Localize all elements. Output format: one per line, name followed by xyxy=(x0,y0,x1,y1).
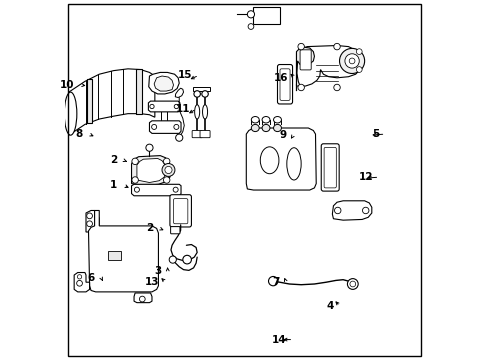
Circle shape xyxy=(163,177,169,183)
Ellipse shape xyxy=(64,92,77,135)
Circle shape xyxy=(132,158,138,165)
Text: 9: 9 xyxy=(279,130,286,140)
Circle shape xyxy=(356,67,362,72)
Circle shape xyxy=(132,177,138,183)
Circle shape xyxy=(333,84,340,91)
Text: 1: 1 xyxy=(110,180,117,190)
Circle shape xyxy=(164,166,172,174)
Polygon shape xyxy=(154,76,173,91)
FancyBboxPatch shape xyxy=(300,50,310,70)
Circle shape xyxy=(149,104,154,109)
Circle shape xyxy=(86,213,92,219)
Polygon shape xyxy=(246,128,316,190)
Ellipse shape xyxy=(262,117,269,123)
Circle shape xyxy=(346,279,357,289)
Bar xyxy=(192,87,209,91)
FancyBboxPatch shape xyxy=(324,147,336,188)
Ellipse shape xyxy=(251,117,259,123)
Polygon shape xyxy=(74,273,89,292)
Polygon shape xyxy=(137,158,165,183)
Polygon shape xyxy=(86,211,99,232)
Polygon shape xyxy=(131,156,171,185)
Circle shape xyxy=(297,84,304,91)
Circle shape xyxy=(362,207,368,214)
Circle shape xyxy=(134,187,139,192)
Polygon shape xyxy=(69,69,155,135)
FancyBboxPatch shape xyxy=(321,144,339,191)
Text: 2: 2 xyxy=(110,155,117,165)
Polygon shape xyxy=(148,72,179,94)
Circle shape xyxy=(247,11,254,18)
Polygon shape xyxy=(131,184,181,196)
Circle shape xyxy=(77,280,82,286)
Text: 4: 4 xyxy=(325,301,333,311)
Circle shape xyxy=(151,125,156,130)
Circle shape xyxy=(162,163,175,176)
Text: 7: 7 xyxy=(272,277,279,287)
Polygon shape xyxy=(332,201,371,220)
Ellipse shape xyxy=(202,105,207,119)
Ellipse shape xyxy=(251,125,259,132)
Text: 15: 15 xyxy=(178,70,192,80)
Circle shape xyxy=(139,296,145,302)
Circle shape xyxy=(247,24,253,30)
Polygon shape xyxy=(88,211,158,292)
Ellipse shape xyxy=(273,125,281,132)
Ellipse shape xyxy=(194,105,199,119)
Circle shape xyxy=(356,49,362,54)
FancyBboxPatch shape xyxy=(200,131,210,138)
Circle shape xyxy=(173,187,178,192)
Ellipse shape xyxy=(286,148,301,180)
Ellipse shape xyxy=(194,91,200,97)
Polygon shape xyxy=(148,101,180,112)
Text: 12: 12 xyxy=(358,172,372,182)
FancyBboxPatch shape xyxy=(192,131,202,138)
Circle shape xyxy=(174,125,179,130)
Circle shape xyxy=(77,275,81,279)
Text: 3: 3 xyxy=(154,266,161,276)
Text: 8: 8 xyxy=(75,129,82,139)
FancyBboxPatch shape xyxy=(169,195,191,227)
Circle shape xyxy=(297,43,304,50)
Bar xyxy=(136,69,142,114)
Ellipse shape xyxy=(260,147,278,174)
Circle shape xyxy=(86,221,92,226)
Circle shape xyxy=(333,43,340,50)
Circle shape xyxy=(348,58,354,64)
FancyBboxPatch shape xyxy=(173,199,187,224)
FancyBboxPatch shape xyxy=(277,64,292,104)
Bar xyxy=(253,7,280,24)
Circle shape xyxy=(268,276,277,286)
Circle shape xyxy=(174,104,178,109)
Text: 13: 13 xyxy=(144,277,159,287)
Circle shape xyxy=(175,134,183,141)
Polygon shape xyxy=(296,47,314,86)
Text: 14: 14 xyxy=(272,334,286,345)
Circle shape xyxy=(163,158,169,165)
Polygon shape xyxy=(134,293,152,303)
Text: 10: 10 xyxy=(60,80,74,90)
Circle shape xyxy=(169,256,176,263)
Text: 6: 6 xyxy=(87,273,94,283)
Circle shape xyxy=(334,207,340,214)
Polygon shape xyxy=(175,88,183,98)
FancyBboxPatch shape xyxy=(280,69,289,100)
Text: 11: 11 xyxy=(175,104,190,114)
Ellipse shape xyxy=(273,117,281,123)
Polygon shape xyxy=(149,121,181,134)
Ellipse shape xyxy=(262,125,269,132)
Circle shape xyxy=(344,54,359,68)
Text: 2: 2 xyxy=(145,224,153,233)
Ellipse shape xyxy=(202,91,208,97)
Text: 16: 16 xyxy=(273,73,287,83)
Circle shape xyxy=(349,281,355,287)
FancyBboxPatch shape xyxy=(170,226,180,234)
Polygon shape xyxy=(296,45,360,91)
Bar xyxy=(107,251,121,260)
Circle shape xyxy=(145,144,153,151)
Circle shape xyxy=(339,48,364,73)
Text: 5: 5 xyxy=(371,129,378,139)
Circle shape xyxy=(183,255,191,264)
Bar xyxy=(86,79,92,123)
